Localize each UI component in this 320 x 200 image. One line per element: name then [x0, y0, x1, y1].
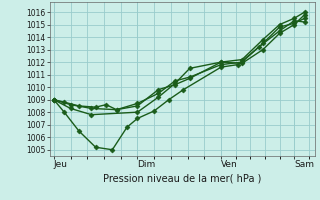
X-axis label: Pression niveau de la mer( hPa ): Pression niveau de la mer( hPa ) — [103, 173, 261, 183]
